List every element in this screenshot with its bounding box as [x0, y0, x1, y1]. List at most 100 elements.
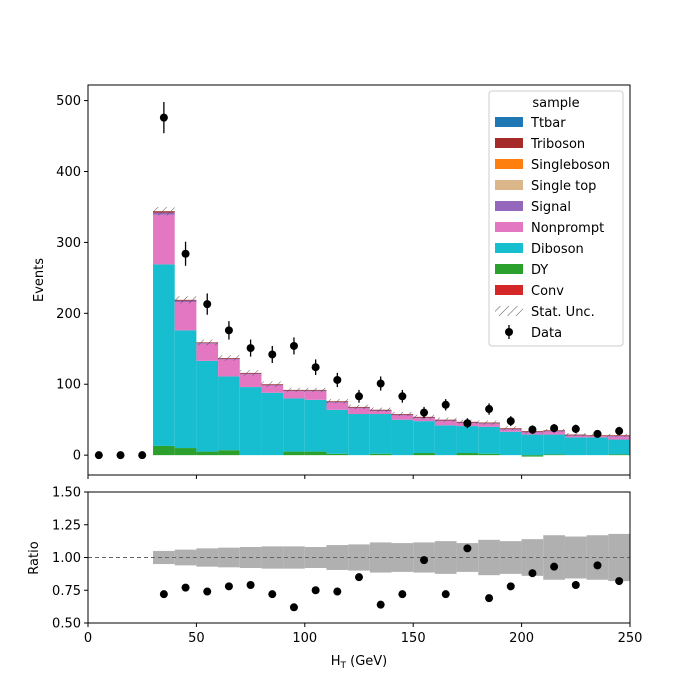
bar-diboson — [478, 426, 500, 454]
legend-frame — [488, 90, 624, 347]
ratio-y-tick-label: 1.25 — [52, 518, 81, 533]
bar-diboson — [521, 434, 544, 456]
x-tick-label: 100 — [292, 631, 317, 646]
bar-nonprompt — [499, 429, 522, 432]
bar-dy — [413, 453, 435, 456]
ratio-point — [441, 590, 450, 599]
ratio-point — [615, 577, 624, 586]
bar-diboson — [456, 426, 479, 454]
stat-unc-bin — [304, 387, 327, 393]
data-point — [116, 451, 125, 460]
main-y-tick-label: 200 — [56, 307, 81, 322]
data-point — [485, 405, 494, 414]
data-point — [528, 425, 537, 434]
data-point — [268, 350, 277, 359]
legend-swatch-singleboson — [495, 159, 523, 169]
bar-diboson — [608, 439, 630, 455]
ratio-y-ticks: 0.50 0.75 1.00 1.25 1.50 — [52, 486, 88, 632]
bar-diboson — [499, 431, 522, 456]
stat-unc-bin — [478, 420, 500, 425]
ratio-point — [506, 582, 515, 591]
bar-diboson — [326, 409, 349, 454]
ratio-y-tick-label: 0.50 — [52, 617, 81, 632]
legend-label: Data — [531, 326, 562, 341]
bar-dy — [196, 451, 219, 456]
ratio-point — [463, 544, 472, 553]
ratio-point — [311, 586, 320, 595]
stat-unc-bin — [499, 426, 522, 431]
bar-dy — [326, 453, 349, 456]
bar-diboson — [391, 419, 414, 456]
stat-unc-bin — [153, 206, 175, 216]
bar-nonprompt — [564, 436, 587, 438]
data-point — [615, 427, 624, 436]
bar-dy — [543, 454, 565, 456]
data-point — [94, 451, 103, 460]
legend-swatch-stat-unc — [495, 306, 523, 316]
ratio-band-bin — [326, 545, 349, 570]
bar-diboson — [239, 387, 262, 456]
stat-unc-bin — [348, 404, 370, 410]
bar-nonprompt — [304, 391, 327, 400]
main-y-tick-label: 100 — [56, 378, 81, 393]
bar-dy — [369, 453, 392, 456]
main-y-ticks: 0 100 200 300 400 500 — [56, 94, 88, 464]
data-point — [376, 379, 385, 388]
ratio-point — [246, 581, 255, 590]
bar-nonprompt — [261, 385, 284, 393]
ratio-point — [355, 573, 363, 582]
bar-nonprompt — [283, 391, 305, 399]
bar-diboson — [369, 414, 392, 454]
stat-unc-bin — [369, 407, 392, 412]
bar-nonprompt — [326, 402, 349, 410]
legend-swatch-triboson — [495, 138, 523, 148]
ratio-point — [571, 581, 580, 590]
ratio-x-ticks: 0 50 100 150 200 250 — [84, 623, 642, 646]
legend-label: Conv — [531, 284, 564, 299]
stat-unc-bin — [218, 355, 240, 361]
bar-diboson — [304, 399, 327, 452]
ratio-point — [528, 569, 537, 578]
bar-diboson — [413, 421, 435, 454]
ratio-point — [485, 594, 494, 603]
legend-title: sample — [532, 96, 579, 111]
bar-nonprompt — [608, 436, 630, 440]
ratio-point — [224, 582, 233, 591]
ratio-band-bin — [153, 550, 175, 565]
bar-diboson — [348, 414, 370, 456]
bar-diboson — [196, 360, 219, 452]
x-tick-label: 50 — [188, 631, 205, 646]
bar-diboson — [261, 392, 284, 456]
bar-diboson — [283, 398, 305, 452]
stacked-histogram — [153, 211, 630, 457]
bar-nonprompt — [196, 343, 219, 361]
data-point — [138, 451, 147, 460]
data-point — [355, 392, 363, 401]
data-point — [571, 424, 580, 433]
main-y-tick-label: 400 — [56, 165, 81, 180]
data-point — [159, 113, 168, 122]
ratio-band-bin — [369, 542, 392, 573]
data-point — [398, 392, 407, 401]
bar-diboson — [218, 376, 240, 451]
legend-label: DY — [531, 263, 548, 278]
ratio-band-bin — [608, 533, 630, 582]
bar-nonprompt — [478, 423, 500, 427]
legend-swatch-dy — [495, 264, 523, 274]
stat-unc-bin — [174, 296, 197, 304]
stat-unc-bin — [564, 433, 587, 436]
legend-label: Nonprompt — [531, 221, 604, 236]
data-point — [181, 249, 190, 258]
ratio-point — [289, 603, 298, 612]
bar-diboson — [543, 434, 565, 455]
bar-nonprompt — [218, 359, 240, 377]
data-point — [420, 408, 429, 417]
ratio-band-bin — [543, 535, 565, 580]
ratio-band-bin — [174, 549, 197, 566]
legend-label: Ttbar — [530, 116, 566, 131]
x-axis-label-sub: T — [340, 661, 347, 671]
stat-unc-bin — [391, 411, 414, 417]
data-point — [463, 419, 472, 428]
main-y-tick-label: 0 — [73, 449, 81, 464]
stat-unc-bin — [239, 370, 262, 376]
